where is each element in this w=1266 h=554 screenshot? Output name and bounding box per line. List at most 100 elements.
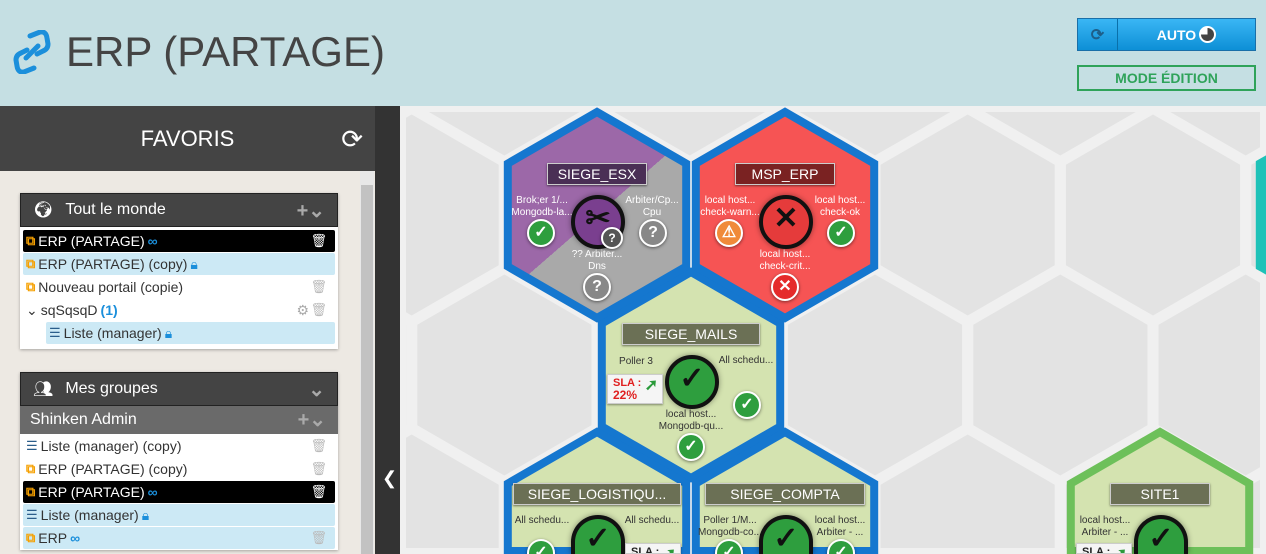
empty-hex: [967, 267, 1154, 483]
collapse-sidebar-button[interactable]: ❮: [375, 106, 400, 554]
collapse-icon[interactable]: ⌄: [308, 379, 325, 401]
item-label: ERP (PARTAGE) (copy): [38, 461, 188, 477]
favorite-item[interactable]: ⧉ ERP (PARTAGE) (copy) 🔒︎: [23, 253, 335, 275]
favorite-item[interactable]: ⧉ ERP (PARTAGE) (copy) 🗑︎: [23, 458, 335, 480]
empty-hex: [1147, 106, 1266, 163]
empty-hex: [411, 267, 598, 483]
ok-status-icon[interactable]: ✓: [527, 219, 555, 247]
sidebar-scrollbar[interactable]: [360, 171, 374, 554]
trash-icon[interactable]: 🗑︎: [310, 233, 327, 248]
trend-up-icon: ➚: [1114, 547, 1127, 554]
empty-hex: [777, 106, 973, 163]
timer-pie-icon: [1199, 26, 1217, 43]
teal-hex: [1255, 155, 1266, 275]
empty-hex: [1059, 107, 1247, 323]
favorite-item[interactable]: ⧉ Nouveau portail (copie) 🗑︎: [23, 276, 335, 298]
empty-hex: [591, 106, 788, 163]
tile-title[interactable]: MSP_ERP: [735, 163, 835, 185]
group-icon: 👥︎: [33, 381, 54, 398]
item-label: ERP (PARTAGE): [38, 484, 145, 500]
folder-label: sqSqsqD: [40, 302, 98, 318]
empty-hex: [400, 314, 413, 436]
ok-status-icon[interactable]: ✓: [733, 391, 761, 419]
lock-icon: 🔒︎: [190, 255, 198, 272]
link-icon: ∞: [70, 530, 81, 546]
chevron-down-icon[interactable]: ⌄: [26, 301, 38, 318]
unknown-overlay-icon: ?: [601, 227, 623, 249]
empty-hex: [406, 106, 603, 163]
main-status-icon[interactable]: ✓: [1134, 515, 1188, 554]
empty-hex: [781, 267, 969, 483]
trash-icon[interactable]: 🗑︎: [310, 530, 327, 545]
trash-icon[interactable]: 🗑︎: [310, 302, 327, 317]
trash-icon[interactable]: 🗑︎: [310, 438, 327, 453]
item-label: ERP: [38, 530, 68, 546]
favorite-item[interactable]: ☰ Liste (manager) 🔒︎: [23, 504, 335, 526]
gear-icon[interactable]: ⚙: [296, 301, 309, 318]
item-label: Poller 3: [619, 356, 653, 367]
portal-icon: ⧉: [26, 530, 36, 545]
auto-refresh-button[interactable]: ⟳ AUTO: [1077, 18, 1256, 51]
favorite-item[interactable]: ☰ Liste (manager) (copy) 🗑︎: [23, 435, 335, 457]
favorite-item[interactable]: ⧉ ERP (PARTAGE) ∞ 🗑︎: [23, 230, 335, 252]
trash-icon[interactable]: 🗑︎: [310, 461, 327, 476]
item-label: local host... check-ok: [814, 195, 866, 218]
trash-icon[interactable]: 🗑︎: [310, 484, 327, 499]
tile-title[interactable]: SIEGE_COMPTA: [705, 483, 865, 505]
trash-icon[interactable]: 🗑︎: [310, 279, 327, 294]
lock-icon: 🔒︎: [164, 324, 173, 341]
link-icon: ∞: [147, 484, 158, 500]
trend-up-icon: ➚: [644, 377, 658, 394]
portal-icon: ⧉: [26, 256, 36, 271]
item-label: Brok;er 1/... Mongodb-la...: [511, 195, 573, 218]
tile-title[interactable]: SIEGE_MAILS: [622, 323, 760, 345]
unknown-status-icon[interactable]: ?: [583, 273, 611, 301]
portal-icon: ⧉: [26, 461, 36, 476]
item-label: Nouveau portail (copie): [38, 279, 184, 295]
sla-badge: SLA :➚: [1076, 543, 1132, 554]
groups-card: 👥︎ Mes groupes ⌄ Shinken Admin +⌄ ☰ Liste (m…: [20, 372, 338, 550]
unknown-status-icon[interactable]: ?: [639, 219, 667, 247]
main-status-icon[interactable]: ✓: [665, 355, 719, 409]
auto-label: AUTO: [1156, 26, 1197, 43]
tile-title[interactable]: SIEGE_ESX: [547, 163, 647, 185]
item-label: local host... check-crit...: [759, 249, 811, 272]
tile-title[interactable]: SIEGE_LOGISTIQU...: [513, 483, 681, 505]
sla-badge: SLA :➚: [625, 543, 681, 554]
empty-hex: [962, 106, 1159, 163]
link-logo-icon: [13, 30, 51, 74]
ok-status-icon[interactable]: ✓: [827, 219, 855, 247]
folder-count: (1): [100, 302, 118, 318]
portal-icon: ⧉: [26, 233, 36, 248]
favorite-item[interactable]: ☰ Liste (manager) 🔒︎: [46, 322, 335, 344]
group-name: Shinken Admin: [30, 411, 137, 428]
favorite-item[interactable]: ⧉ ERP ∞ 🗑︎: [23, 527, 335, 549]
empty-hex: [400, 106, 417, 116]
empty-hex: [400, 107, 505, 323]
critical-status-icon[interactable]: ✕: [771, 273, 799, 301]
link-icon: ∞: [147, 233, 158, 249]
page-title: ERP (PARTAGE): [66, 28, 385, 75]
portal-icon: ⧉: [26, 484, 36, 499]
add-collapse-icons[interactable]: +⌄: [297, 409, 326, 431]
item-label: Liste (manager) (copy): [40, 438, 182, 454]
item-label: local host... Arbiter - ...: [814, 515, 866, 538]
main-status-icon[interactable]: ✓: [759, 515, 813, 554]
main-status-icon[interactable]: ✕: [759, 195, 813, 249]
ok-status-icon[interactable]: ✓: [677, 433, 705, 461]
refresh-icon[interactable]: ⟳: [1078, 19, 1118, 50]
warning-status-icon[interactable]: ⚠: [715, 219, 743, 247]
tile-title[interactable]: SITE1: [1110, 483, 1210, 505]
edit-mode-button[interactable]: MODE ÉDITION: [1077, 65, 1256, 91]
sidebar-title: FAVORIS: [140, 125, 235, 151]
empty-hex: [874, 427, 1061, 554]
favorite-item[interactable]: ⌄ sqSqsqD (1) ⚙ 🗑︎: [23, 299, 335, 321]
favorite-item[interactable]: ⧉ ERP (PARTAGE) ∞ 🗑︎: [23, 481, 335, 503]
main-status-icon[interactable]: ✓: [571, 515, 625, 554]
add-collapse-icons[interactable]: +⌄: [296, 200, 325, 222]
refresh-icon[interactable]: ⟳: [341, 124, 363, 154]
item-label: All schedu...: [624, 515, 680, 526]
card-title: Tout le monde: [65, 201, 166, 218]
lock-icon: 🔒︎: [141, 506, 150, 523]
list-icon: ☰: [26, 507, 38, 522]
